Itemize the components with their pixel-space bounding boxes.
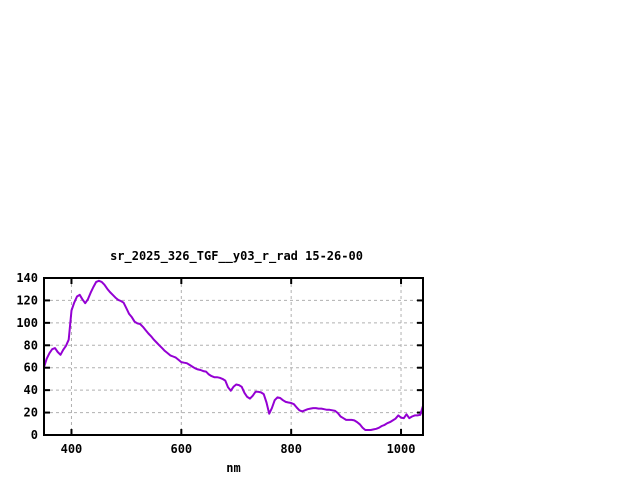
- y-tick-label: 60: [24, 361, 38, 375]
- x-tick-label: 600: [170, 442, 192, 456]
- x-tick-label: 400: [61, 442, 83, 456]
- y-tick-label: 80: [24, 338, 38, 352]
- radiance-curve: [43, 279, 424, 431]
- y-tick-label: 20: [24, 406, 38, 420]
- y-tick-label: 100: [16, 316, 38, 330]
- y-tick-label: 40: [24, 383, 38, 397]
- y-tick-label: 0: [31, 428, 38, 442]
- y-tick-label: 120: [16, 293, 38, 307]
- y-tick-label: 140: [16, 271, 38, 285]
- x-tick-label: 1000: [387, 442, 416, 456]
- x-tick-label: 800: [280, 442, 302, 456]
- chart-title: sr_2025_326_TGF__y03_r_rad 15-26-00: [110, 249, 363, 263]
- plot-frame: [43, 277, 424, 436]
- x-axis-label: nm: [226, 461, 241, 475]
